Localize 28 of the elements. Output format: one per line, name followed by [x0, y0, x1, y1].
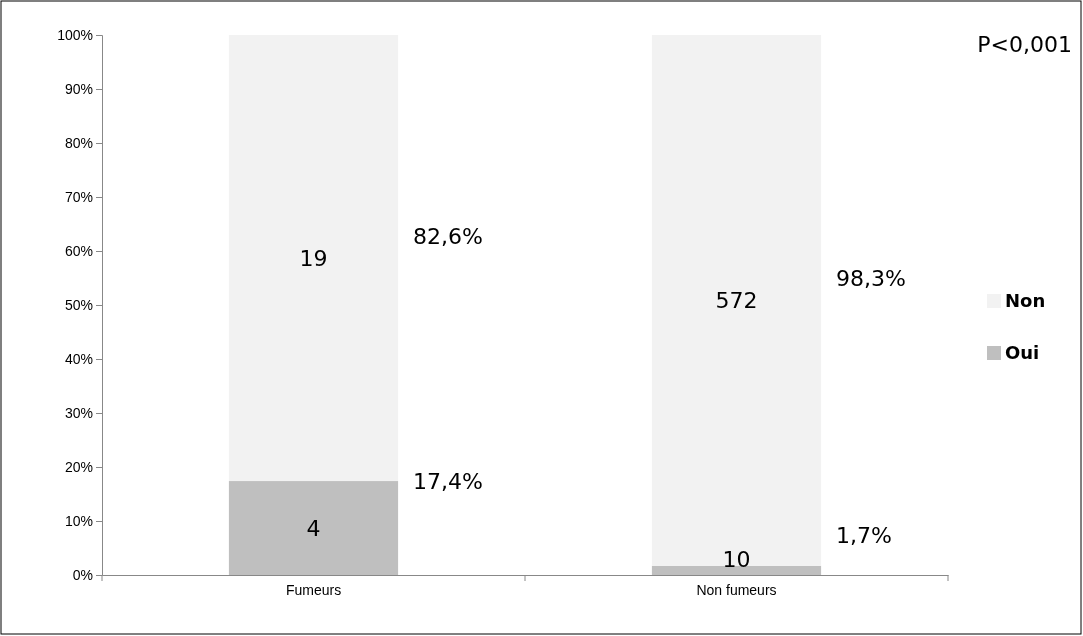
y-tick-label: 0%: [72, 566, 93, 583]
annotation: 1,7%: [836, 522, 893, 548]
annotation: 17,4%: [413, 468, 483, 494]
annotation: 4: [306, 515, 321, 541]
bar: [651, 35, 822, 566]
annotation: 10: [722, 546, 751, 572]
annotation: 98,3%: [836, 266, 906, 292]
legend-label: Oui: [1005, 342, 1040, 364]
annotation: 19: [299, 245, 328, 271]
y-tick-label: 70%: [64, 188, 93, 205]
y-tick-label: 90%: [64, 80, 93, 97]
bar: [651, 565, 822, 575]
y-tick-label: 50%: [64, 296, 93, 313]
y-tick-label: 60%: [64, 242, 93, 259]
y-tick-label: 30%: [64, 404, 93, 421]
annotation: 572: [715, 288, 758, 314]
annotation: 82,6%: [413, 223, 483, 249]
y-tick-label: 20%: [64, 458, 93, 475]
bar: [228, 35, 399, 482]
x-tick-label: Non fumeurs: [696, 581, 777, 598]
y-tick-label: 100%: [57, 26, 93, 43]
y-tick-label: 10%: [64, 512, 93, 529]
text: P<0,001: [977, 32, 1072, 57]
y-tick-label: 80%: [64, 134, 93, 151]
bar: [228, 481, 399, 575]
y-tick-label: 40%: [64, 350, 93, 367]
x-tick-label: Fumeurs: [285, 581, 342, 598]
legend-label: Non: [1005, 290, 1046, 312]
